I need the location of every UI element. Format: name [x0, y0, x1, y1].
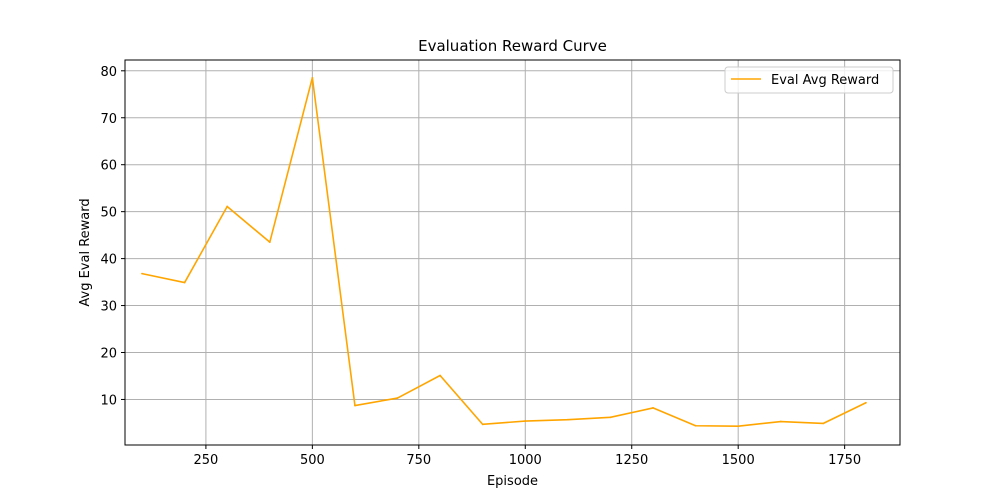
- y-axis-title: Avg Eval Reward: [78, 198, 93, 306]
- legend-label: Eval Avg Reward: [771, 73, 879, 88]
- data-point: [183, 281, 186, 284]
- data-point: [566, 418, 569, 421]
- data-point: [226, 205, 229, 208]
- x-tick-label: 1500: [722, 453, 755, 468]
- x-tick-label: 750: [406, 453, 431, 468]
- data-point: [694, 424, 697, 427]
- x-tick-label: 500: [300, 453, 325, 468]
- series-layer: [141, 76, 867, 428]
- x-tick-label: 1250: [615, 453, 648, 468]
- data-point: [268, 241, 271, 244]
- plot-frame: [124, 59, 901, 446]
- data-point: [865, 401, 867, 404]
- grid: [125, 60, 900, 445]
- y-tick-label: 10: [100, 393, 117, 408]
- y-tick-label: 40: [100, 253, 117, 268]
- data-point: [524, 420, 527, 422]
- ticks: 250 500 750 1000 1250 1500 1750 10 20 30 40 50 60 70 8…: [100, 65, 861, 468]
- data-point: [311, 76, 314, 79]
- x-tick-label: 250: [193, 453, 218, 468]
- x-tick-label: 1000: [509, 453, 542, 468]
- series-line: [141, 77, 867, 428]
- y-tick-label: 70: [100, 112, 117, 127]
- data-point: [779, 420, 782, 423]
- data-point: [737, 425, 740, 428]
- data-point: [822, 422, 825, 425]
- data-point: [439, 374, 442, 377]
- y-tick-label: 20: [100, 347, 117, 362]
- data-point: [481, 423, 484, 426]
- y-tick-label: 50: [100, 206, 117, 221]
- data-point: [609, 416, 612, 419]
- data-point: [396, 397, 399, 399]
- legend-box: [724, 66, 894, 94]
- chart-title: Evaluation Reward Curve: [418, 37, 607, 55]
- legend: Eval Avg Reward: [724, 66, 894, 94]
- data-point: [141, 272, 143, 275]
- x-tick-label: 1750: [828, 453, 861, 468]
- y-tick-label: 80: [100, 65, 117, 80]
- data-point: [652, 407, 654, 409]
- y-tick-label: 60: [100, 159, 117, 174]
- data-point: [354, 404, 356, 407]
- x-axis-title: Episode: [487, 474, 538, 489]
- y-tick-label: 30: [100, 300, 117, 315]
